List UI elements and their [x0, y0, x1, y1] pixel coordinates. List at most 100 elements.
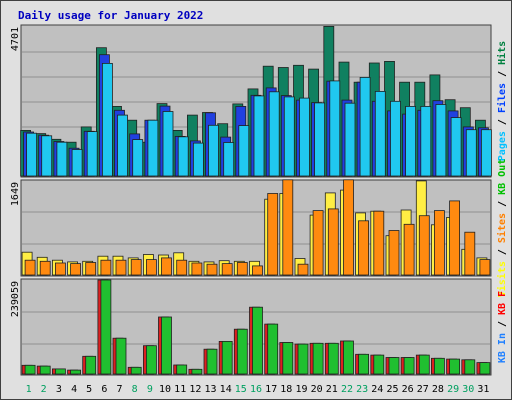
bar [343, 179, 354, 276]
bar [297, 263, 309, 276]
legend-item: Sites [496, 213, 508, 243]
bar [344, 102, 356, 177]
chart-title: Daily usage for January 2022 [18, 9, 203, 22]
bar [464, 231, 476, 276]
day-label: 24 [371, 384, 383, 395]
day-label: 30 [462, 384, 474, 395]
series-kb-in [24, 279, 491, 375]
bar [236, 262, 248, 276]
day-label: 5 [86, 384, 92, 395]
bar [130, 259, 142, 276]
bar [39, 365, 51, 375]
bar [192, 142, 204, 177]
legend-separator: / [497, 315, 508, 333]
legend-item: KB F [497, 291, 508, 315]
day-label: 13 [204, 384, 216, 395]
bar [283, 96, 295, 177]
bar [449, 358, 461, 375]
legend-separator: / [497, 243, 508, 261]
day-axis: 1 2 3 4 5 6 7 8 9 10 11 12 13 14 15 16 17 18 19 20 21 22 23 24 2… [26, 384, 490, 395]
bar [55, 368, 66, 375]
bar [161, 257, 172, 276]
bar [102, 63, 113, 177]
bar [221, 263, 233, 276]
bar [252, 265, 263, 276]
legend-separator: / [497, 113, 508, 131]
bar [435, 104, 447, 177]
bar [100, 259, 112, 276]
bar [480, 129, 492, 177]
bar [312, 210, 324, 276]
bar [56, 141, 68, 177]
bar [100, 279, 112, 375]
day-label: 16 [250, 384, 262, 395]
legend-item: Hits [496, 41, 508, 65]
bar [85, 262, 97, 276]
legend-item: Pages [497, 131, 508, 161]
bar [479, 259, 491, 276]
bar [374, 91, 386, 177]
bar [449, 200, 461, 276]
bar [465, 129, 477, 177]
bar [236, 328, 248, 375]
bar [39, 260, 51, 276]
bar [41, 135, 53, 177]
day-label: 8 [132, 384, 138, 395]
bar [86, 131, 98, 177]
day-label: 28 [432, 384, 444, 395]
legend: Pages / Files / Hits [496, 41, 508, 161]
bar [130, 366, 142, 375]
bar [176, 364, 188, 375]
bar [418, 354, 430, 375]
day-label: 2 [41, 384, 47, 395]
bar [299, 97, 310, 177]
bar [420, 106, 432, 177]
legend-item: Files [496, 83, 508, 113]
bar [405, 106, 417, 177]
bar [252, 306, 263, 375]
bar [282, 342, 294, 375]
bar [388, 230, 400, 276]
bar [329, 80, 341, 177]
bar [71, 149, 83, 177]
bar [24, 364, 36, 375]
bar [359, 77, 371, 177]
axis-max-label: 4701 [10, 27, 21, 51]
bar [115, 337, 127, 375]
bar [388, 357, 400, 375]
bar [314, 102, 326, 177]
bar [267, 193, 279, 276]
bar [390, 100, 401, 177]
day-label: 19 [295, 384, 307, 395]
bar [191, 262, 203, 276]
day-label: 22 [341, 384, 353, 395]
axis-max-label: 1649 [10, 182, 21, 206]
day-label: 17 [265, 384, 277, 395]
legend: Visits / Sites / KB Out [496, 159, 508, 297]
bar [161, 316, 172, 375]
day-label: 6 [101, 384, 107, 395]
legend-item: Visits [496, 261, 508, 297]
bar [253, 95, 265, 177]
day-label: 23 [356, 384, 368, 395]
bar [479, 362, 491, 375]
day-label: 3 [56, 384, 62, 395]
bar [55, 262, 66, 276]
series-pages [26, 63, 492, 177]
panel-requests: 4701 Pages / Files / Hits [10, 24, 508, 178]
bar [117, 114, 128, 177]
day-label: 31 [477, 384, 489, 395]
legend-separator: / [497, 65, 508, 83]
bar [403, 223, 415, 276]
bar [327, 342, 339, 375]
day-label: 10 [159, 384, 171, 395]
bar [177, 136, 189, 177]
bar [26, 132, 38, 177]
bar [145, 345, 157, 375]
bar [358, 220, 370, 276]
bar [162, 111, 174, 177]
bar [358, 353, 370, 375]
bar [268, 91, 280, 177]
bar [208, 124, 219, 177]
